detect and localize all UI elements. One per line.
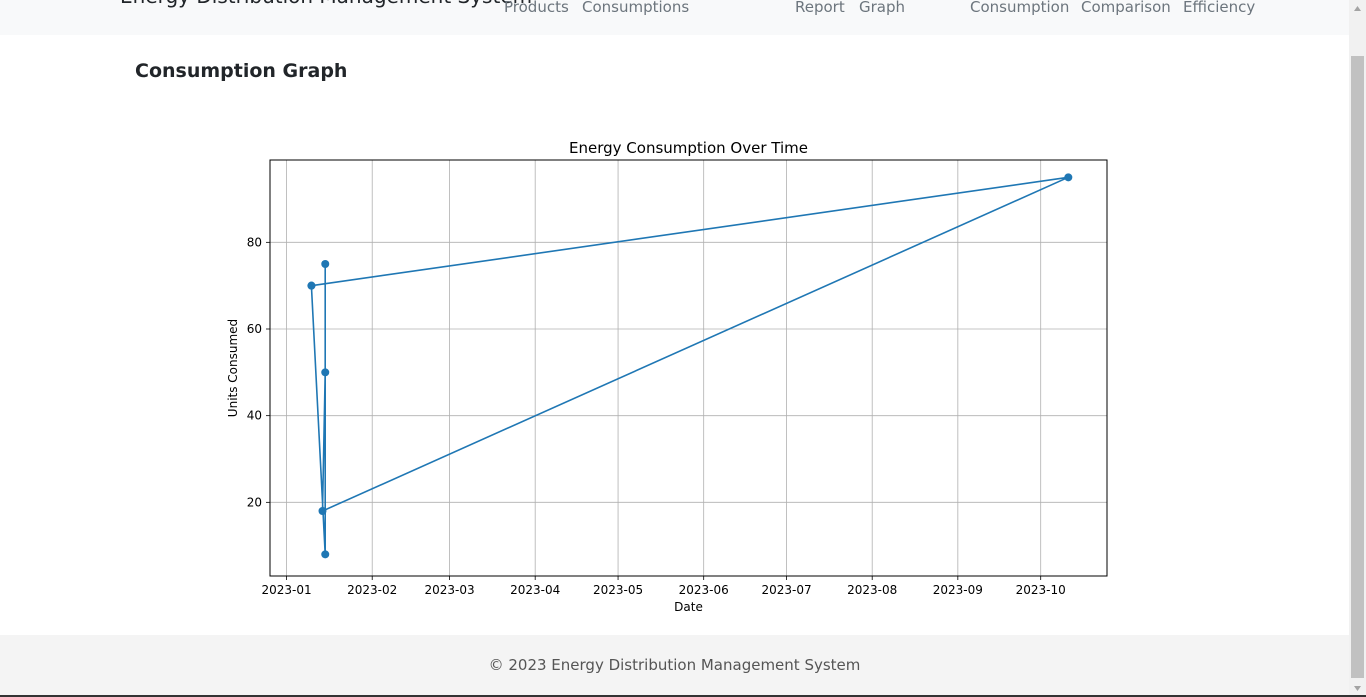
nav-link-report[interactable]: Report xyxy=(795,0,845,16)
data-point xyxy=(307,281,316,290)
navbar: Energy Distribution Management System Pr… xyxy=(0,0,1349,35)
footer: © 2023 Energy Distribution Management Sy… xyxy=(0,635,1349,697)
y-tick-label: 60 xyxy=(247,322,262,336)
window-bottom-edge xyxy=(0,695,1366,697)
data-point xyxy=(321,260,330,268)
x-tick-label: 2023-04 xyxy=(510,583,560,597)
footer-copyright: © 2023 Energy Distribution Management Sy… xyxy=(488,656,861,674)
y-tick-label: 20 xyxy=(247,495,262,509)
scroll-down-arrow-icon[interactable] xyxy=(1349,680,1366,697)
y-tick-label: 40 xyxy=(247,409,262,423)
x-tick-label: 2023-08 xyxy=(847,583,897,597)
x-tick-label: 2023-05 xyxy=(593,583,643,597)
chart-series xyxy=(307,173,1073,559)
nav-link-comparison[interactable]: Comparison xyxy=(1081,0,1171,16)
nav-link-products[interactable]: Products xyxy=(504,0,569,16)
y-tick-label: 80 xyxy=(247,235,262,249)
data-point xyxy=(321,368,330,377)
consumption-chart: 2023-01 2023-02 2023-03 2023-04 2023-05 2023-… xyxy=(215,128,1125,628)
x-tick-label: 2023-03 xyxy=(424,583,474,597)
brand-title[interactable]: Energy Distribution Management System xyxy=(120,0,532,8)
nav-link-consumptions[interactable]: Consumptions xyxy=(582,0,690,16)
scrollbar-thumb[interactable] xyxy=(1351,56,1364,678)
chart-background xyxy=(215,128,1125,628)
scroll-up-arrow-icon[interactable] xyxy=(1349,0,1366,17)
x-tick-label: 2023-09 xyxy=(933,583,983,597)
x-tick-label: 2023-06 xyxy=(679,583,729,597)
nav-link-graph[interactable]: Graph xyxy=(859,0,906,16)
x-tick-label: 2023-10 xyxy=(1016,583,1066,597)
data-point xyxy=(321,550,330,559)
plot-frame xyxy=(269,159,1108,577)
data-point xyxy=(1064,173,1073,182)
x-tick-label: 2023-07 xyxy=(761,583,811,597)
x-axis-label: Date xyxy=(674,600,703,614)
nav-link-efficiency[interactable]: Efficiency xyxy=(1183,0,1256,16)
y-axis-label: Units Consumed xyxy=(226,319,240,417)
chart-title: Energy Consumption Over Time xyxy=(569,139,808,157)
nav-link-consumption[interactable]: Consumption xyxy=(970,0,1070,16)
x-tick-label: 2023-01 xyxy=(262,583,312,597)
page-title: Consumption Graph xyxy=(135,60,348,82)
data-point xyxy=(318,507,327,515)
x-tick-label: 2023-02 xyxy=(347,583,397,597)
chart-ticks: 2023-01 2023-02 2023-03 2023-04 2023-05 2023-… xyxy=(247,235,1066,597)
